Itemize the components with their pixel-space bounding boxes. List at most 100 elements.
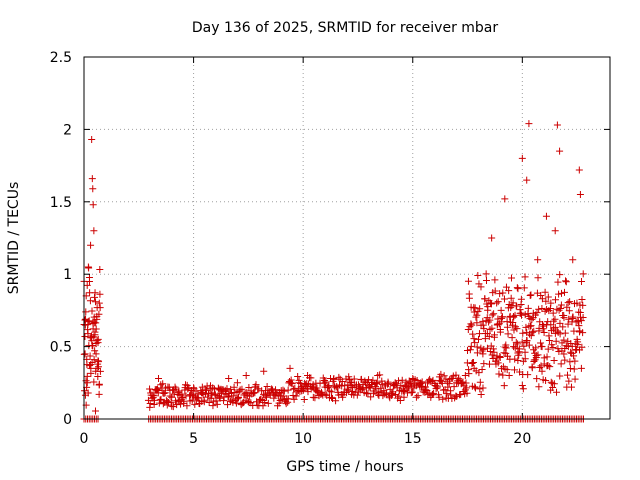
data-point (471, 304, 479, 312)
data-point (286, 364, 294, 372)
data-point (515, 351, 523, 359)
data-point (224, 401, 232, 409)
data-point (345, 373, 353, 381)
data-point (564, 343, 572, 351)
data-point (257, 395, 265, 403)
data-point (489, 345, 497, 353)
data-point (438, 379, 446, 387)
data-point (496, 353, 504, 361)
data-point (183, 402, 191, 410)
data-point (541, 288, 549, 296)
data-point (534, 351, 542, 359)
data-point (288, 380, 296, 388)
y-tick-label: 1.5 (50, 195, 72, 211)
data-point (535, 305, 543, 313)
data-point (233, 379, 241, 387)
data-point (507, 274, 515, 282)
data-point (338, 382, 346, 390)
data-point (570, 352, 578, 360)
data-point (471, 339, 479, 347)
data-point (505, 372, 513, 380)
data-point (146, 385, 154, 393)
data-point (318, 390, 326, 398)
data-point (526, 291, 534, 299)
y-tick-label: 0.5 (50, 340, 72, 356)
data-point (212, 397, 220, 405)
data-point (400, 393, 408, 401)
data-point (159, 389, 167, 397)
data-point (304, 372, 312, 380)
data-point (159, 380, 167, 388)
data-point (439, 386, 447, 394)
data-points (80, 120, 587, 423)
data-point (468, 321, 476, 329)
data-point (190, 392, 198, 400)
data-point (462, 379, 470, 387)
data-point (264, 399, 272, 407)
axis-ticks (83, 56, 610, 420)
data-point (365, 376, 373, 384)
grid-lines (84, 57, 610, 419)
data-point (536, 364, 544, 372)
x-tick-label: 0 (80, 431, 89, 447)
data-point (341, 381, 349, 389)
data-point (346, 378, 354, 386)
data-point (568, 315, 576, 323)
data-point (500, 349, 508, 357)
data-point (579, 301, 587, 309)
data-point (184, 385, 192, 393)
data-point (527, 291, 535, 299)
data-point (395, 392, 403, 400)
data-point (83, 281, 91, 289)
data-point (505, 287, 513, 295)
data-point (321, 377, 329, 385)
data-point (527, 322, 535, 330)
data-point (523, 176, 531, 184)
data-point (555, 290, 563, 298)
data-point (388, 391, 396, 399)
data-point (556, 271, 564, 279)
data-point (422, 386, 430, 394)
data-point (566, 358, 574, 366)
data-point (477, 283, 485, 291)
data-point (561, 356, 569, 364)
data-point (216, 386, 224, 394)
data-point (356, 386, 364, 394)
data-point (560, 314, 568, 322)
data-point (521, 348, 529, 356)
data-point (513, 302, 521, 310)
data-point (578, 295, 586, 303)
data-point (382, 389, 390, 397)
data-point (467, 320, 475, 328)
data-point (343, 385, 351, 393)
x-tick-label: 5 (189, 431, 198, 447)
data-point (556, 372, 564, 380)
data-point (95, 310, 103, 318)
data-point (426, 377, 434, 385)
data-point (480, 325, 488, 333)
data-point (408, 388, 416, 396)
data-point (525, 341, 533, 349)
data-point (577, 317, 585, 325)
data-point (542, 297, 550, 305)
data-point (290, 385, 298, 393)
data-point (83, 379, 91, 387)
data-point (144, 396, 152, 404)
data-point (229, 392, 237, 400)
data-point (178, 390, 186, 398)
data-point (312, 386, 320, 394)
data-point (485, 360, 493, 368)
data-point (469, 330, 477, 338)
data-point (478, 366, 486, 374)
data-point (488, 324, 496, 332)
data-point (523, 337, 531, 345)
data-point (465, 290, 473, 298)
data-point (93, 315, 101, 323)
data-point (500, 382, 508, 390)
data-point (565, 307, 573, 315)
data-point (374, 372, 382, 380)
data-point (94, 372, 102, 380)
data-point (468, 359, 476, 367)
data-point (483, 314, 491, 322)
data-point (92, 350, 100, 358)
